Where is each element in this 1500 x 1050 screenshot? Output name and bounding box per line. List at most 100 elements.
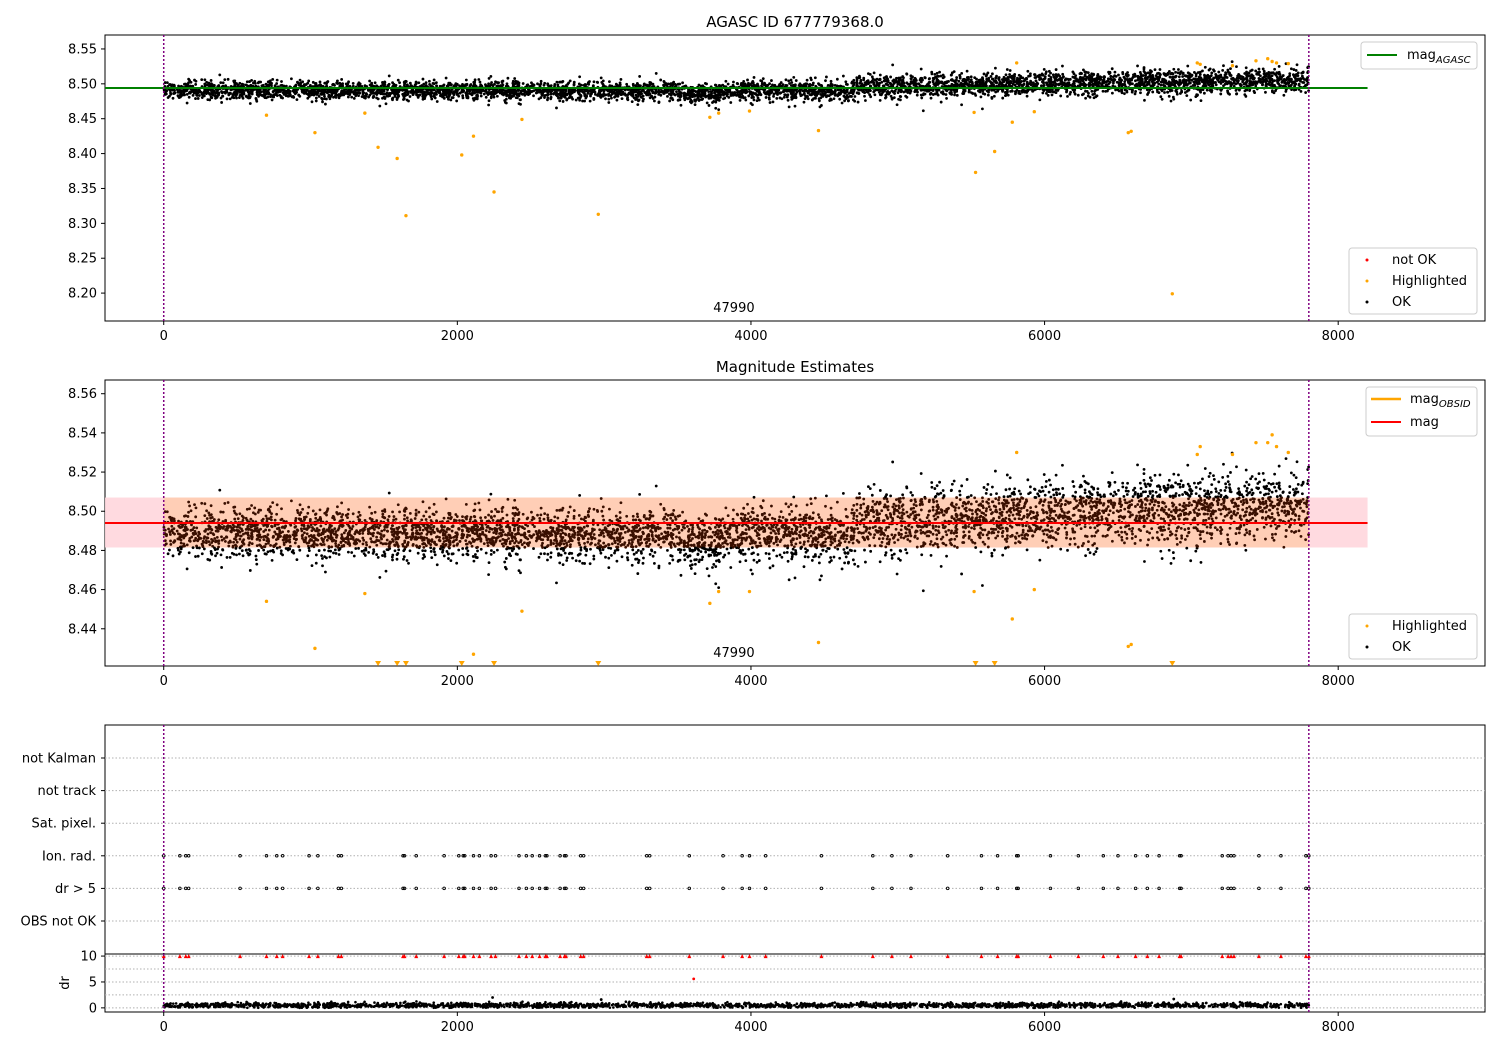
ok-point [209, 95, 213, 99]
ok-point [461, 84, 465, 88]
ok-point [444, 92, 448, 96]
ok-point [1279, 84, 1283, 88]
ok-point [1109, 74, 1113, 78]
ok-point [844, 80, 848, 84]
ok-point [881, 89, 885, 92]
ok-point [859, 78, 863, 82]
ok-point [823, 93, 827, 97]
ok-point [989, 75, 993, 78]
ok-point [725, 89, 729, 92]
ok-point [492, 88, 496, 92]
ok-point [662, 80, 666, 83]
ok-point [1096, 81, 1100, 85]
ok-point [299, 81, 303, 85]
ok-point [487, 103, 491, 107]
ok-point [991, 72, 994, 76]
ok-point [247, 94, 251, 98]
ok-point [1160, 97, 1164, 101]
ok-point [1297, 82, 1301, 86]
ok-point [1228, 73, 1232, 77]
ok-point [504, 101, 508, 105]
ok-point [1230, 60, 1234, 64]
ok-point [802, 100, 806, 104]
ok-point [675, 90, 678, 93]
ok-point [1277, 64, 1281, 68]
ok-point [610, 96, 613, 100]
ok-point [923, 76, 927, 80]
ok-point [929, 96, 933, 100]
ok-point [949, 78, 953, 82]
ok-point [427, 79, 431, 83]
ok-point [555, 80, 559, 84]
ok-point [820, 90, 824, 93]
ok-point [678, 82, 682, 86]
ok-point [452, 93, 456, 97]
ok-point [335, 81, 339, 85]
ok-point [294, 83, 298, 87]
ok-point [183, 93, 186, 97]
ok-point [828, 99, 832, 102]
ok-point [648, 81, 652, 84]
ok-point [1163, 91, 1166, 94]
ok-point [718, 90, 722, 94]
ok-point [661, 90, 665, 94]
ok-point [866, 79, 870, 83]
ok-point [291, 89, 295, 93]
ok-point [455, 99, 459, 103]
ok-point [468, 91, 471, 95]
ok-point [855, 84, 859, 87]
ok-point [449, 98, 453, 102]
ok-point [653, 95, 657, 99]
ok-point [1208, 78, 1211, 82]
ok-point [970, 83, 974, 87]
ok-point [1195, 78, 1199, 82]
ok-point [563, 89, 567, 92]
ok-point [955, 76, 959, 79]
ok-point [771, 100, 775, 104]
ok-point [1304, 91, 1308, 94]
ok-point [812, 97, 816, 101]
ok-point [1252, 89, 1256, 93]
ok-point [735, 93, 738, 97]
ok-point [1166, 73, 1169, 77]
ok-point [1185, 83, 1189, 87]
ok-point [220, 101, 224, 104]
ok-point [885, 79, 889, 83]
ok-point [539, 79, 543, 83]
ok-point [669, 93, 673, 97]
ok-point [320, 92, 324, 96]
ok-point [1271, 89, 1274, 93]
ok-point [176, 94, 180, 98]
ok-point [1153, 68, 1157, 72]
ok-point [873, 93, 877, 97]
ok-point [251, 84, 255, 88]
ok-point [881, 84, 885, 88]
ok-point [235, 82, 238, 85]
ok-point [1295, 63, 1299, 67]
ok-point [1109, 78, 1113, 82]
ok-point [764, 96, 768, 99]
ok-point [430, 97, 434, 101]
ok-point [1296, 74, 1300, 77]
ok-point [1277, 71, 1281, 75]
ok-point [1269, 71, 1273, 75]
ok-point [1183, 91, 1187, 94]
ok-point [1102, 78, 1106, 82]
ok-point [305, 89, 309, 92]
ok-point [383, 92, 387, 96]
ok-point [805, 78, 809, 82]
ok-point [478, 80, 482, 84]
ok-point [201, 91, 205, 95]
ok-point [1025, 94, 1029, 98]
ok-point [794, 95, 798, 99]
ok-point [825, 75, 828, 79]
ok-point [987, 88, 991, 92]
ok-point [196, 97, 200, 100]
ok-point [166, 96, 170, 99]
ok-point [829, 90, 833, 93]
ok-point [1195, 93, 1199, 97]
ok-point [192, 91, 196, 95]
ok-point [1012, 74, 1016, 78]
ok-point [1155, 80, 1159, 84]
